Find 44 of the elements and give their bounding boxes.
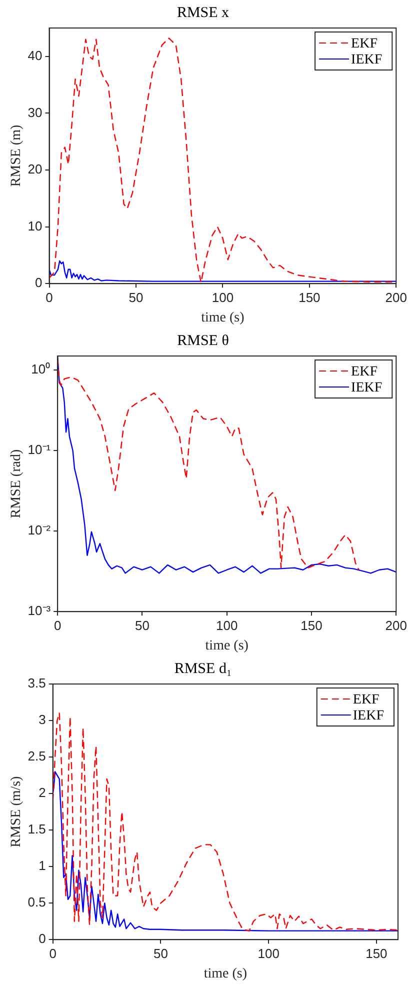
y-tick-label: 10⁻¹ (28, 442, 52, 458)
x-tick-label: 200 (385, 290, 408, 305)
x-tick-label: 50 (134, 618, 150, 633)
x-tick-label: 50 (128, 290, 144, 305)
y-tick-label: 1 (38, 858, 46, 874)
x-tick-label: 150 (298, 290, 320, 305)
y-tick-label: 30 (28, 104, 42, 120)
chart-title: RMSE x (176, 4, 230, 21)
legend-label: EKF (351, 364, 378, 380)
y-tick-label: 20 (28, 162, 42, 177)
y-tick-label: 10⁻³ (28, 603, 52, 618)
y-tick-label: 3 (38, 712, 46, 728)
legend-label: EKF (351, 36, 378, 52)
y-tick-label: 1.5 (28, 822, 46, 837)
y-tick-label: 2 (38, 785, 46, 800)
legend-label: IEKF (351, 52, 382, 68)
legend-label: IEKF (352, 708, 384, 724)
legend-label: EKF (352, 692, 380, 708)
x-tick-label: 200 (385, 618, 408, 633)
chart-title: RMSE θ (177, 332, 229, 349)
x-tick-label: 150 (300, 618, 322, 633)
y-tick-label: 40 (28, 48, 42, 63)
y-tick-label: 2.5 (28, 748, 46, 764)
y-tick-label: 0.5 (28, 894, 46, 910)
x-axis-title: time (s) (201, 310, 245, 326)
x-axis-title: time (s) (205, 638, 249, 654)
y-tick-label: 10 (28, 218, 42, 234)
x-tick-label: 100 (216, 618, 238, 633)
legend-label: IEKF (351, 380, 382, 396)
y-axis-title: RMSE (m/s) (9, 776, 24, 848)
x-tick-label: 100 (258, 946, 280, 961)
x-tick-label: 100 (212, 290, 234, 305)
y-tick-label: 10⁻² (28, 522, 52, 538)
y-axis-title: RMSE (rad) (9, 449, 24, 518)
y-tick-label: 3.5 (28, 676, 46, 691)
y-axis-title: RMSE (m) (9, 124, 24, 187)
y-tick-label: 0 (35, 275, 42, 290)
x-tick-label: 150 (366, 946, 388, 961)
x-tick-label: 0 (54, 618, 62, 633)
x-tick-label: 50 (153, 946, 168, 961)
x-axis-title: time (s) (204, 966, 248, 982)
chart-title: RMSE d₁ (174, 660, 232, 677)
y-tick-label: 10⁰ (31, 362, 51, 377)
y-tick-label: 0 (38, 931, 46, 946)
